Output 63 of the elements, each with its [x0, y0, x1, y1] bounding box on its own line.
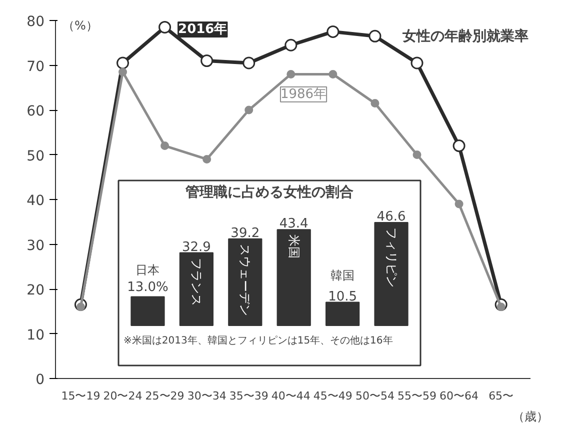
- bar: [326, 302, 360, 326]
- point: [158, 20, 172, 34]
- x-axis-title: （歳）: [512, 410, 548, 424]
- point: [368, 30, 382, 42]
- x-tick-label: 55〜59: [398, 390, 437, 402]
- y-axis-title: （%）: [62, 18, 98, 32]
- point: [244, 106, 254, 114]
- x-tick-label: 45〜49: [313, 390, 352, 402]
- bar: [276, 229, 311, 326]
- point: [412, 150, 422, 159]
- x-tick-label: 60〜64: [440, 390, 479, 402]
- point: [326, 25, 340, 38]
- x-tick-label: 30〜34: [187, 390, 226, 402]
- annotation: ※米国は2013年、韓国とフィリピンは15年、その他は16年: [124, 334, 393, 346]
- bar: [374, 222, 408, 326]
- x-tick-label: 15〜19: [61, 390, 100, 402]
- point: [452, 140, 466, 152]
- x-tick-label: 35〜39: [229, 390, 268, 402]
- x-tick-label: 65〜: [488, 390, 514, 402]
- bar: [228, 238, 262, 326]
- point: [200, 54, 214, 68]
- series-label: 2016年: [178, 22, 228, 37]
- text: 女性の年齢別就業率: [402, 28, 528, 44]
- data-label: 46.6: [376, 210, 406, 224]
- data-label: 32.9: [182, 240, 211, 255]
- x-tick-label: 米国: [286, 234, 301, 259]
- bar: [130, 296, 165, 326]
- point: [370, 99, 380, 108]
- x-tick-label: フランス: [189, 258, 204, 306]
- x-tick-label: 25〜29: [145, 390, 184, 402]
- point: [286, 70, 296, 78]
- x-tick-label: フィリピン: [384, 228, 398, 288]
- x-tick-label: 日本: [136, 262, 160, 277]
- data-label: 43.4: [279, 216, 308, 232]
- y-tick-label: 20: [26, 282, 45, 298]
- point: [116, 56, 130, 70]
- point: [328, 70, 338, 78]
- point: [410, 56, 424, 70]
- y-tick-label: 0: [36, 372, 45, 388]
- x-tick-label: 50〜54: [355, 390, 394, 402]
- y-tick-label: 70: [26, 58, 45, 75]
- y-tick-label: 50: [26, 148, 45, 164]
- bar: [179, 252, 214, 326]
- chart-title: 管理職に占める女性の割合: [184, 184, 354, 200]
- x-tick-label: 韓国: [330, 268, 355, 282]
- y-tick-label: 40: [26, 193, 45, 209]
- point: [118, 68, 128, 76]
- y-tick-label: 80: [26, 14, 45, 30]
- x-tick-label: 20〜24: [103, 390, 142, 402]
- y-tick-label: 30: [26, 238, 45, 254]
- point: [242, 56, 256, 70]
- x-tick-label: 40〜44: [271, 390, 310, 402]
- y-tick-label: 60: [26, 104, 45, 120]
- point: [284, 38, 298, 52]
- point: [454, 200, 464, 208]
- x-tick-label: スウェーデン: [238, 244, 252, 316]
- series-label: 1986年: [280, 86, 327, 102]
- data-label: 13.0%: [127, 280, 168, 295]
- y-tick-label: 10: [26, 327, 45, 344]
- data-label: 39.2: [230, 226, 260, 241]
- point: [202, 154, 212, 164]
- data-label: 10.5: [328, 289, 358, 304]
- point: [160, 142, 170, 150]
